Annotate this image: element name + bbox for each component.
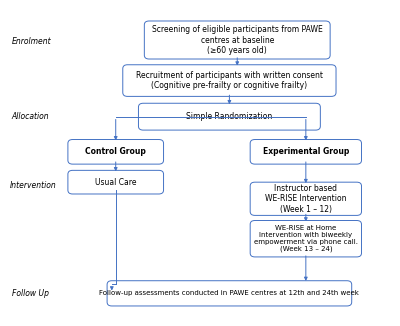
FancyBboxPatch shape — [123, 65, 336, 96]
Text: Intervention: Intervention — [10, 181, 57, 190]
FancyBboxPatch shape — [68, 170, 164, 194]
FancyBboxPatch shape — [250, 182, 362, 215]
Text: Instructor based
WE-RISE Intervention
(Week 1 – 12): Instructor based WE-RISE Intervention (W… — [265, 184, 346, 214]
Text: Screening of eligible participants from PAWE
centres at baseline
(≥60 years old): Screening of eligible participants from … — [152, 25, 323, 55]
FancyBboxPatch shape — [68, 140, 164, 164]
Text: Experimental Group: Experimental Group — [263, 147, 349, 156]
Text: Control Group: Control Group — [85, 147, 146, 156]
Text: Allocation: Allocation — [12, 112, 50, 121]
FancyBboxPatch shape — [107, 281, 352, 306]
FancyBboxPatch shape — [250, 140, 362, 164]
FancyBboxPatch shape — [144, 21, 330, 59]
Text: WE-RISE at Home
Intervention with biweekly
empowerment via phone call.
(Week 13 : WE-RISE at Home Intervention with biweek… — [254, 225, 358, 252]
Text: Follow Up: Follow Up — [12, 289, 49, 298]
Text: Follow-up assessments conducted in PAWE centres at 12th and 24th week: Follow-up assessments conducted in PAWE … — [100, 290, 359, 296]
Text: Usual Care: Usual Care — [95, 178, 136, 187]
FancyBboxPatch shape — [250, 220, 362, 257]
FancyBboxPatch shape — [138, 103, 320, 130]
Text: Enrolment: Enrolment — [12, 37, 52, 46]
Text: Recruitment of participants with written consent
(Cognitive pre-frailty or cogni: Recruitment of participants with written… — [136, 71, 323, 90]
Text: Simple Randomization: Simple Randomization — [186, 112, 272, 121]
